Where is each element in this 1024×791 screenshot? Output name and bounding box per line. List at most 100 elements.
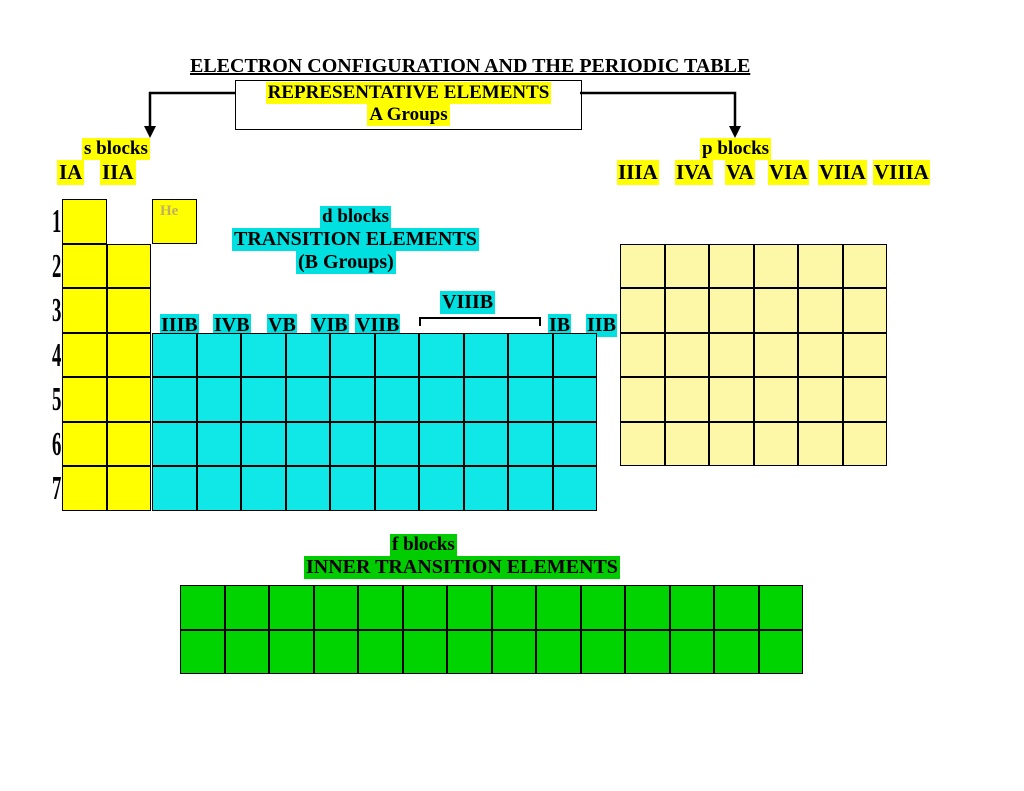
f-cell: [447, 630, 492, 675]
f-cell: [625, 630, 670, 675]
f-cell: [759, 585, 804, 630]
s-cell: [107, 244, 152, 289]
p-cell: [843, 288, 888, 333]
row-number: 4: [52, 337, 61, 375]
row-number: 1: [52, 203, 61, 241]
s-cell: [107, 466, 152, 511]
p-cell: [665, 377, 710, 422]
d-cell: [197, 466, 242, 511]
s-cell: [62, 288, 107, 333]
d-cell: [197, 422, 242, 467]
d-cell: [197, 377, 242, 422]
p-cell: [665, 422, 710, 467]
p-cell: [843, 244, 888, 289]
d-cell: [419, 333, 464, 378]
f-cell: [180, 630, 225, 675]
d-cell: [464, 333, 509, 378]
f-cell: [492, 630, 537, 675]
p-cell: [754, 377, 799, 422]
he-label: He: [160, 203, 178, 220]
d-cell: [419, 422, 464, 467]
d-cell: [330, 377, 375, 422]
row-number: 6: [52, 426, 61, 464]
d-cell: [375, 333, 420, 378]
f-cell: [180, 585, 225, 630]
d-cell: [241, 333, 286, 378]
f-cell: [581, 585, 626, 630]
p-cell: [754, 333, 799, 378]
p-cell: [620, 377, 665, 422]
d-cell: [241, 466, 286, 511]
p-cell: [798, 377, 843, 422]
f-cell: [625, 585, 670, 630]
f-cell: [269, 585, 314, 630]
d-cell: [508, 422, 553, 467]
row-number: 2: [52, 248, 61, 286]
d-cell: [464, 466, 509, 511]
d-cell: [553, 466, 598, 511]
s-cell: [107, 422, 152, 467]
s-cell: [107, 377, 152, 422]
d-cell: [241, 422, 286, 467]
d-cell: [286, 422, 331, 467]
row-number: 7: [52, 470, 61, 508]
f-cell: [759, 630, 804, 675]
p-cell: [709, 288, 754, 333]
s-cell: [62, 244, 107, 289]
p-cell: [798, 244, 843, 289]
f-cell: [225, 630, 270, 675]
d-cell: [464, 377, 509, 422]
row-number: 3: [52, 292, 61, 330]
p-cell: [620, 422, 665, 467]
d-cell: [152, 422, 197, 467]
d-cell: [241, 377, 286, 422]
p-cell: [709, 333, 754, 378]
d-cell: [330, 422, 375, 467]
s-cell: [62, 466, 107, 511]
periodic-grid: [0, 0, 1024, 791]
row-number: 5: [52, 381, 61, 419]
p-cell: [798, 333, 843, 378]
d-cell: [375, 422, 420, 467]
f-cell: [403, 630, 448, 675]
f-cell: [714, 585, 759, 630]
s-cell: [62, 377, 107, 422]
f-cell: [314, 585, 359, 630]
p-cell: [665, 244, 710, 289]
d-cell: [553, 422, 598, 467]
p-cell: [709, 377, 754, 422]
p-cell: [798, 288, 843, 333]
d-cell: [508, 466, 553, 511]
f-cell: [314, 630, 359, 675]
d-cell: [419, 466, 464, 511]
p-cell: [709, 422, 754, 467]
s-cell: [107, 288, 152, 333]
p-cell: [665, 333, 710, 378]
f-cell: [269, 630, 314, 675]
p-cell: [754, 422, 799, 467]
p-cell: [709, 244, 754, 289]
f-cell: [492, 585, 537, 630]
d-cell: [152, 466, 197, 511]
f-cell: [358, 585, 403, 630]
f-cell: [536, 585, 581, 630]
p-cell: [843, 333, 888, 378]
f-cell: [403, 585, 448, 630]
p-cell: [620, 244, 665, 289]
p-cell: [754, 288, 799, 333]
f-cell: [536, 630, 581, 675]
f-cell: [581, 630, 626, 675]
f-cell: [358, 630, 403, 675]
d-cell: [508, 377, 553, 422]
d-cell: [152, 333, 197, 378]
d-cell: [464, 422, 509, 467]
d-cell: [330, 466, 375, 511]
d-cell: [419, 377, 464, 422]
s-cell: [107, 333, 152, 378]
d-cell: [286, 377, 331, 422]
s-cell: [62, 199, 107, 244]
p-cell: [665, 288, 710, 333]
f-cell: [670, 630, 715, 675]
s-cell: [62, 333, 107, 378]
d-cell: [553, 377, 598, 422]
